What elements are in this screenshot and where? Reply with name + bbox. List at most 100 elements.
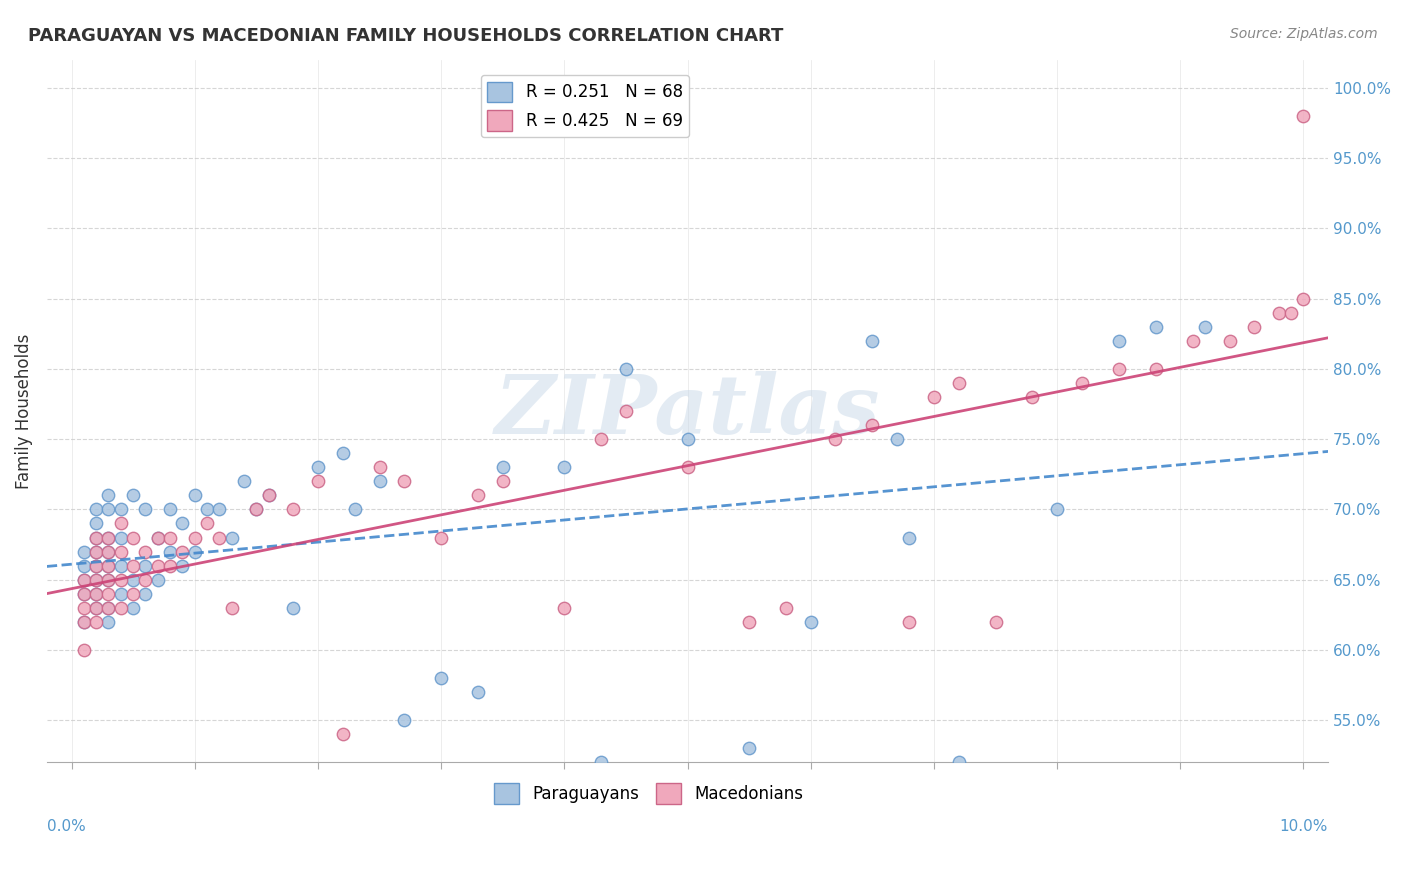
Point: [110, 544, 132, 558]
Point: [84, 587, 107, 601]
Point: [553, 600, 575, 615]
Point: [172, 544, 194, 558]
Point: [97, 587, 120, 601]
Point: [886, 432, 908, 446]
Point: [183, 488, 205, 502]
Point: [307, 460, 329, 475]
Point: [1181, 334, 1204, 348]
Point: [84, 600, 107, 615]
Point: [97, 531, 120, 545]
Legend: R = 0.251   N = 68, R = 0.425   N = 69: R = 0.251 N = 68, R = 0.425 N = 69: [481, 75, 689, 137]
Point: [97, 531, 120, 545]
Point: [1144, 362, 1167, 376]
Point: [122, 600, 145, 615]
Point: [146, 573, 169, 587]
Point: [1070, 376, 1092, 390]
Point: [233, 475, 256, 489]
Point: [110, 502, 132, 516]
Point: [676, 432, 699, 446]
Point: [159, 531, 181, 545]
Point: [73, 587, 96, 601]
Text: PARAGUAYAN VS MACEDONIAN FAMILY HOUSEHOLDS CORRELATION CHART: PARAGUAYAN VS MACEDONIAN FAMILY HOUSEHOL…: [28, 27, 783, 45]
Point: [97, 573, 120, 587]
Point: [283, 600, 305, 615]
Point: [183, 531, 205, 545]
Point: [73, 587, 96, 601]
Point: [97, 502, 120, 516]
Point: [614, 404, 637, 418]
Point: [775, 600, 797, 615]
Text: 0.0%: 0.0%: [46, 819, 86, 834]
Point: [84, 502, 107, 516]
Point: [392, 475, 415, 489]
Point: [73, 615, 96, 629]
Point: [1144, 319, 1167, 334]
Point: [898, 531, 921, 545]
Point: [84, 544, 107, 558]
Point: [97, 558, 120, 573]
Point: [245, 502, 267, 516]
Point: [146, 558, 169, 573]
Point: [1108, 362, 1130, 376]
Point: [73, 573, 96, 587]
Point: [146, 531, 169, 545]
Point: [1194, 319, 1216, 334]
Point: [110, 531, 132, 545]
Point: [84, 531, 107, 545]
Point: [1108, 334, 1130, 348]
Point: [73, 573, 96, 587]
Point: [948, 376, 970, 390]
Point: [97, 544, 120, 558]
Text: Source: ZipAtlas.com: Source: ZipAtlas.com: [1230, 27, 1378, 41]
Point: [97, 544, 120, 558]
Point: [948, 756, 970, 770]
Point: [84, 558, 107, 573]
Point: [73, 558, 96, 573]
Point: [122, 573, 145, 587]
Point: [860, 334, 883, 348]
Point: [195, 516, 218, 531]
Point: [1021, 390, 1043, 404]
Point: [122, 558, 145, 573]
Point: [492, 475, 515, 489]
Point: [738, 741, 761, 756]
Point: [591, 756, 613, 770]
Point: [368, 460, 391, 475]
Point: [159, 502, 181, 516]
Point: [134, 587, 156, 601]
Point: [1268, 305, 1291, 319]
Point: [467, 685, 489, 699]
Point: [122, 587, 145, 601]
Point: [245, 502, 267, 516]
Point: [898, 615, 921, 629]
Point: [134, 558, 156, 573]
Point: [73, 600, 96, 615]
Point: [430, 671, 453, 685]
Point: [134, 573, 156, 587]
Point: [97, 600, 120, 615]
Point: [467, 488, 489, 502]
Point: [172, 516, 194, 531]
Point: [591, 432, 613, 446]
Point: [84, 573, 107, 587]
Point: [84, 615, 107, 629]
Text: 10.0%: 10.0%: [1279, 819, 1329, 834]
Point: [1219, 334, 1241, 348]
Point: [172, 558, 194, 573]
Point: [73, 643, 96, 657]
Point: [110, 516, 132, 531]
Point: [159, 558, 181, 573]
Point: [676, 460, 699, 475]
Point: [984, 615, 1007, 629]
Point: [368, 475, 391, 489]
Point: [614, 362, 637, 376]
Point: [343, 502, 366, 516]
Point: [1243, 319, 1265, 334]
Point: [221, 600, 243, 615]
Point: [110, 600, 132, 615]
Point: [73, 615, 96, 629]
Point: [159, 544, 181, 558]
Point: [257, 488, 280, 502]
Point: [922, 390, 945, 404]
Point: [122, 531, 145, 545]
